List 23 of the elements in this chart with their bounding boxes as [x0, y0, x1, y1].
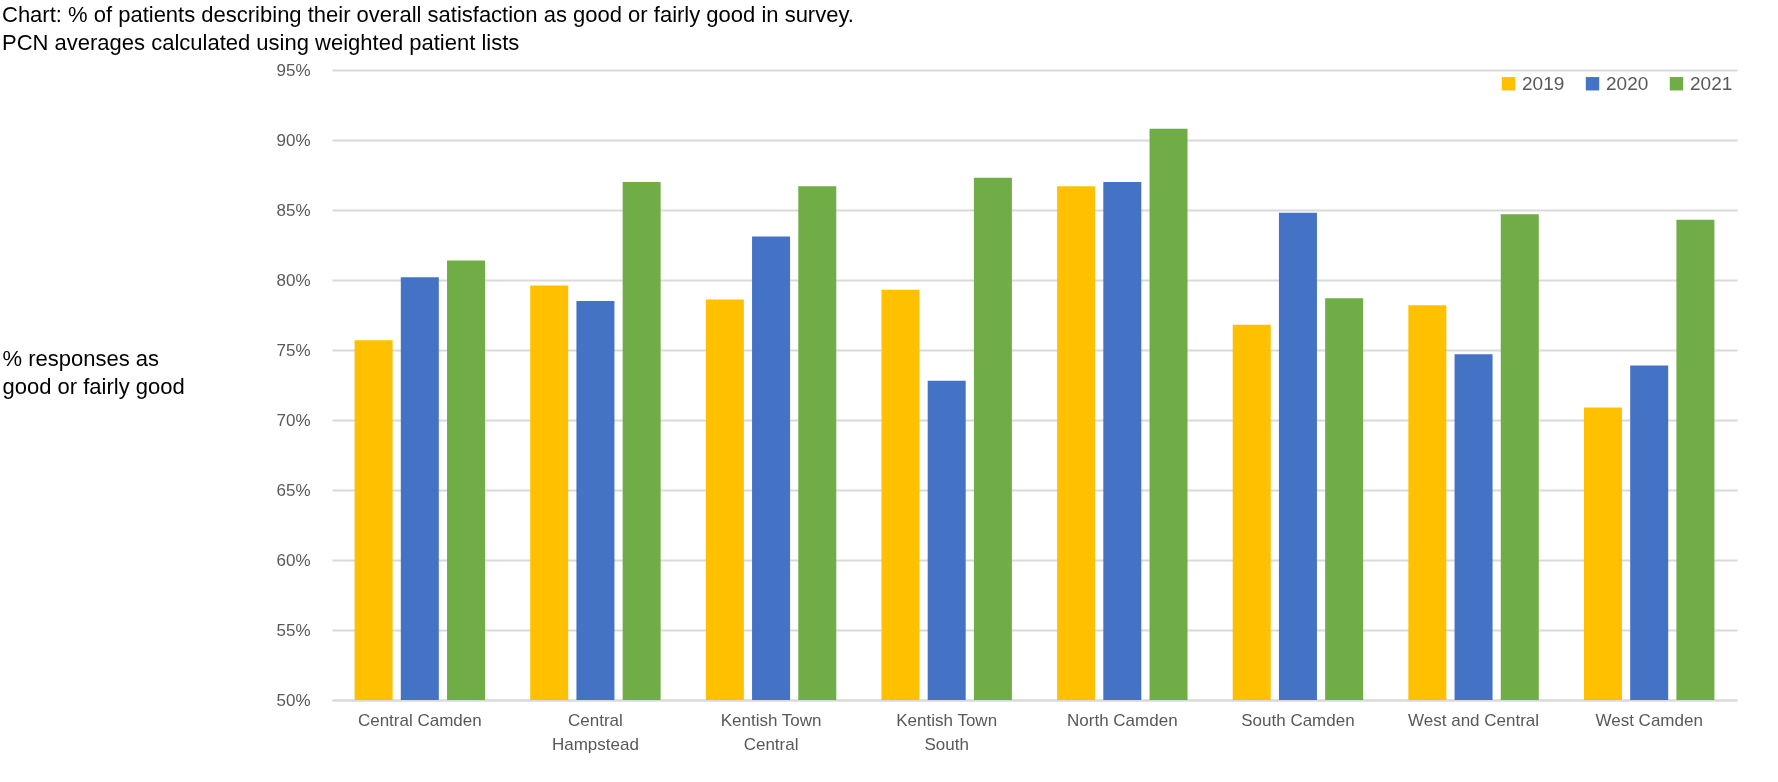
- y-tick-label: 65%: [276, 480, 311, 500]
- legend-label: 2020: [1606, 72, 1649, 94]
- x-tick-label: South Camden: [1241, 710, 1355, 730]
- x-tick-label: West Camden: [1595, 710, 1703, 730]
- x-tick-label: Kentish Town South: [896, 710, 998, 754]
- y-tick-label: 50%: [276, 690, 311, 710]
- legend-label: 2021: [1690, 72, 1733, 94]
- chart-title: Chart: % of patients describing their overall satisfaction as good or fairly good in survey. PCN averages calculated using weighted patient lists: [2, 2, 854, 55]
- x-tick-label: West and Central: [1408, 710, 1540, 730]
- y-tick-label: 90%: [276, 130, 311, 150]
- y-tick-label: 85%: [276, 200, 311, 220]
- y-tick-label: 60%: [276, 550, 311, 570]
- x-tick-label: Central Hampstead: [551, 710, 639, 754]
- y-tick-label: 70%: [276, 410, 311, 430]
- x-tick-label: North Camden: [1067, 710, 1178, 730]
- y-tick-label: 95%: [276, 60, 311, 80]
- y-tick-label: 75%: [276, 340, 311, 360]
- y-axis-title: % responses as good or fairly good: [2, 345, 185, 399]
- y-tick-label: 55%: [276, 620, 311, 640]
- x-tick-label: Kentish Town Central: [720, 710, 822, 754]
- legend-label: 2019: [1522, 72, 1565, 94]
- x-tick-label: Central Camden: [357, 710, 482, 730]
- y-tick-label: 80%: [276, 270, 311, 290]
